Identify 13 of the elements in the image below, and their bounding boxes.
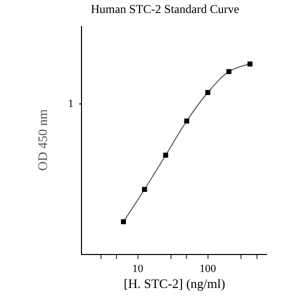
chart-title: Human STC-2 Standard Curve (90, 2, 240, 16)
point (205, 90, 210, 95)
x-axis-title: [H. STC-2] (ng/ml) (124, 276, 226, 291)
point (120, 219, 126, 224)
text: 1 (68, 98, 74, 110)
point (142, 186, 148, 192)
point (247, 62, 252, 66)
point (163, 152, 168, 158)
x-tick-label: 10 (132, 263, 144, 276)
point (226, 69, 232, 74)
point (184, 118, 190, 124)
x-tick-label: 100 (200, 263, 217, 276)
y-axis-title: OD 450 nm (34, 109, 50, 171)
